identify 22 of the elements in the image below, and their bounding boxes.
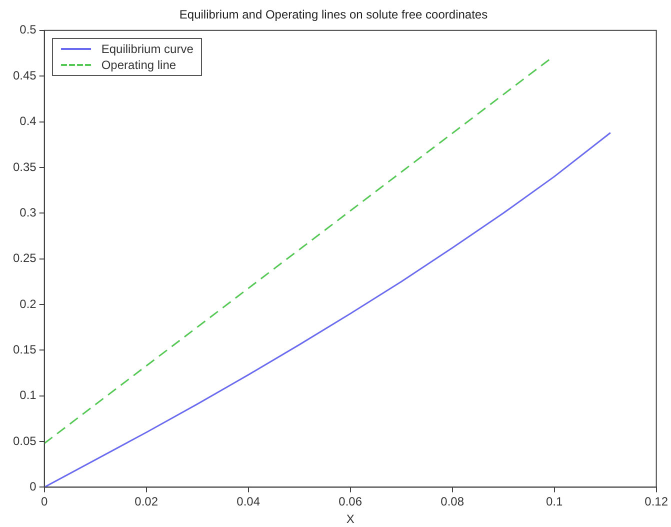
y-tick-label: 0.05 bbox=[12, 434, 37, 448]
y-tick-label: 0.3 bbox=[20, 205, 37, 220]
y-tick-label: 0.5 bbox=[20, 22, 37, 37]
y-tick-label: 0.1 bbox=[20, 388, 37, 402]
chart-title: Equilibrium and Operating lines on solute free coordinates bbox=[179, 8, 488, 22]
y-tick-label: 0.35 bbox=[12, 160, 37, 174]
x-tick-label: 0.1 bbox=[546, 494, 563, 509]
x-tick-label: 0.04 bbox=[236, 494, 260, 509]
y-tick-label: 0.2 bbox=[20, 296, 37, 311]
x-axis-title: X bbox=[346, 512, 354, 526]
x-tick-label: 0.06 bbox=[338, 494, 362, 509]
legend-label: Equilibrium curve bbox=[101, 42, 194, 56]
y-tick-label: 0 bbox=[30, 480, 37, 494]
x-tick-label: 0.02 bbox=[134, 494, 158, 509]
x-tick-label: 0.12 bbox=[644, 494, 668, 509]
x-tick-label: 0.08 bbox=[440, 494, 464, 509]
y-tick-label: 0.25 bbox=[12, 251, 37, 266]
y-tick-label: 0.15 bbox=[12, 342, 37, 356]
legend-label: Operating line bbox=[101, 58, 176, 72]
y-tick-label: 0.4 bbox=[20, 114, 37, 128]
y-tick-label: 0.45 bbox=[12, 68, 37, 82]
x-tick-label: 0 bbox=[41, 494, 48, 509]
